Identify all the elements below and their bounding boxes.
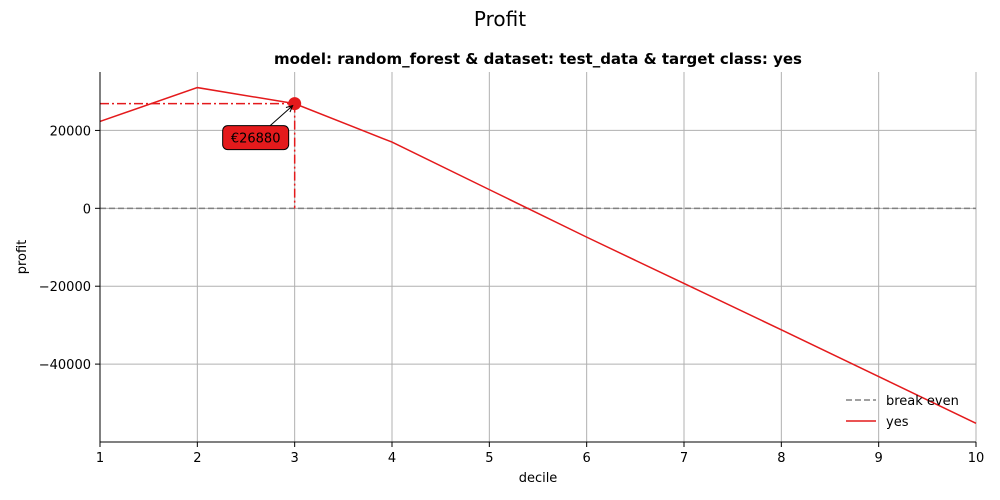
- series-lines: [99, 86, 977, 424]
- x-tick-label: 8: [777, 451, 785, 466]
- y-tick-label: −20000: [39, 280, 91, 295]
- x-tick-label: 5: [485, 451, 493, 466]
- y-axis-label: profit: [15, 240, 30, 275]
- x-tick-label: 2: [193, 451, 201, 466]
- x-tick-label: 1: [96, 451, 104, 466]
- y-tick-label: 0: [83, 202, 91, 217]
- series-line: [99, 86, 977, 424]
- x-tick-label: 7: [680, 451, 688, 466]
- y-axis-ticks: −40000 −20000 0 20000: [39, 124, 100, 373]
- axes: [99, 72, 976, 443]
- annotation-arrow: [269, 105, 293, 126]
- legend: break even yes: [846, 394, 959, 430]
- y-tick-label: 20000: [50, 124, 91, 139]
- annotation-box: [222, 125, 290, 151]
- y-tick-label: −40000: [39, 358, 91, 373]
- chart-suptitle: Profit: [474, 7, 526, 31]
- chart-title: model: random_forest & dataset: test_dat…: [274, 50, 802, 68]
- x-tick-label: 4: [388, 451, 396, 466]
- legend-label: break even: [886, 394, 959, 409]
- x-axis-label: decile: [519, 471, 558, 486]
- annotation-label: €26880: [231, 132, 281, 147]
- highlight-annotation: €26880: [100, 97, 302, 209]
- x-tick-label: 6: [583, 451, 591, 466]
- legend-label: yes: [886, 415, 909, 430]
- x-tick-label: 10: [968, 451, 985, 466]
- x-tick-label: 9: [875, 451, 883, 466]
- x-axis-ticks: 1 2 3 4 5 6 7 8 9 10: [96, 442, 984, 466]
- annotation-arrowhead: [285, 104, 294, 113]
- x-tick-label: 3: [291, 451, 299, 466]
